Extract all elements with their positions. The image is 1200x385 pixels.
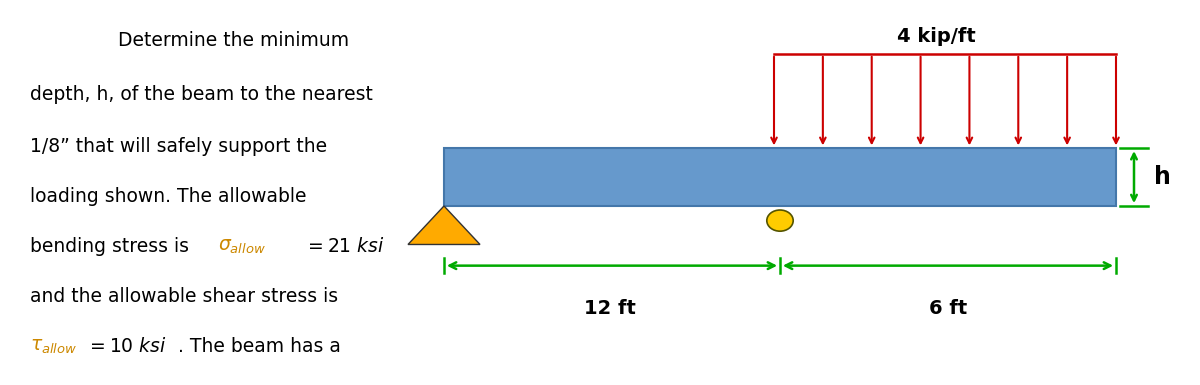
Text: $\sigma_{allow}$: $\sigma_{allow}$ bbox=[218, 237, 266, 256]
Ellipse shape bbox=[767, 210, 793, 231]
Text: bending stress is: bending stress is bbox=[30, 237, 194, 256]
Text: 12 ft: 12 ft bbox=[583, 298, 636, 318]
Text: 4 kip/ft: 4 kip/ft bbox=[896, 27, 976, 46]
Text: $\tau_{allow}$: $\tau_{allow}$ bbox=[30, 337, 78, 356]
Text: depth, h, of the beam to the nearest: depth, h, of the beam to the nearest bbox=[30, 85, 373, 104]
Text: $= 10\ \mathit{ksi}$: $= 10\ \mathit{ksi}$ bbox=[86, 337, 167, 356]
Text: h: h bbox=[1154, 165, 1171, 189]
Text: Determine the minimum: Determine the minimum bbox=[119, 31, 349, 50]
Text: $= 21\ \mathit{ksi}$: $= 21\ \mathit{ksi}$ bbox=[304, 237, 384, 256]
Text: 1/8” that will safely support the: 1/8” that will safely support the bbox=[30, 137, 328, 156]
Text: . The beam has a: . The beam has a bbox=[178, 337, 341, 356]
Text: loading shown. The allowable: loading shown. The allowable bbox=[30, 187, 306, 206]
Text: 6 ft: 6 ft bbox=[929, 298, 967, 318]
Text: and the allowable shear stress is: and the allowable shear stress is bbox=[30, 287, 338, 306]
Polygon shape bbox=[408, 206, 480, 244]
Bar bbox=[444, 148, 1116, 206]
